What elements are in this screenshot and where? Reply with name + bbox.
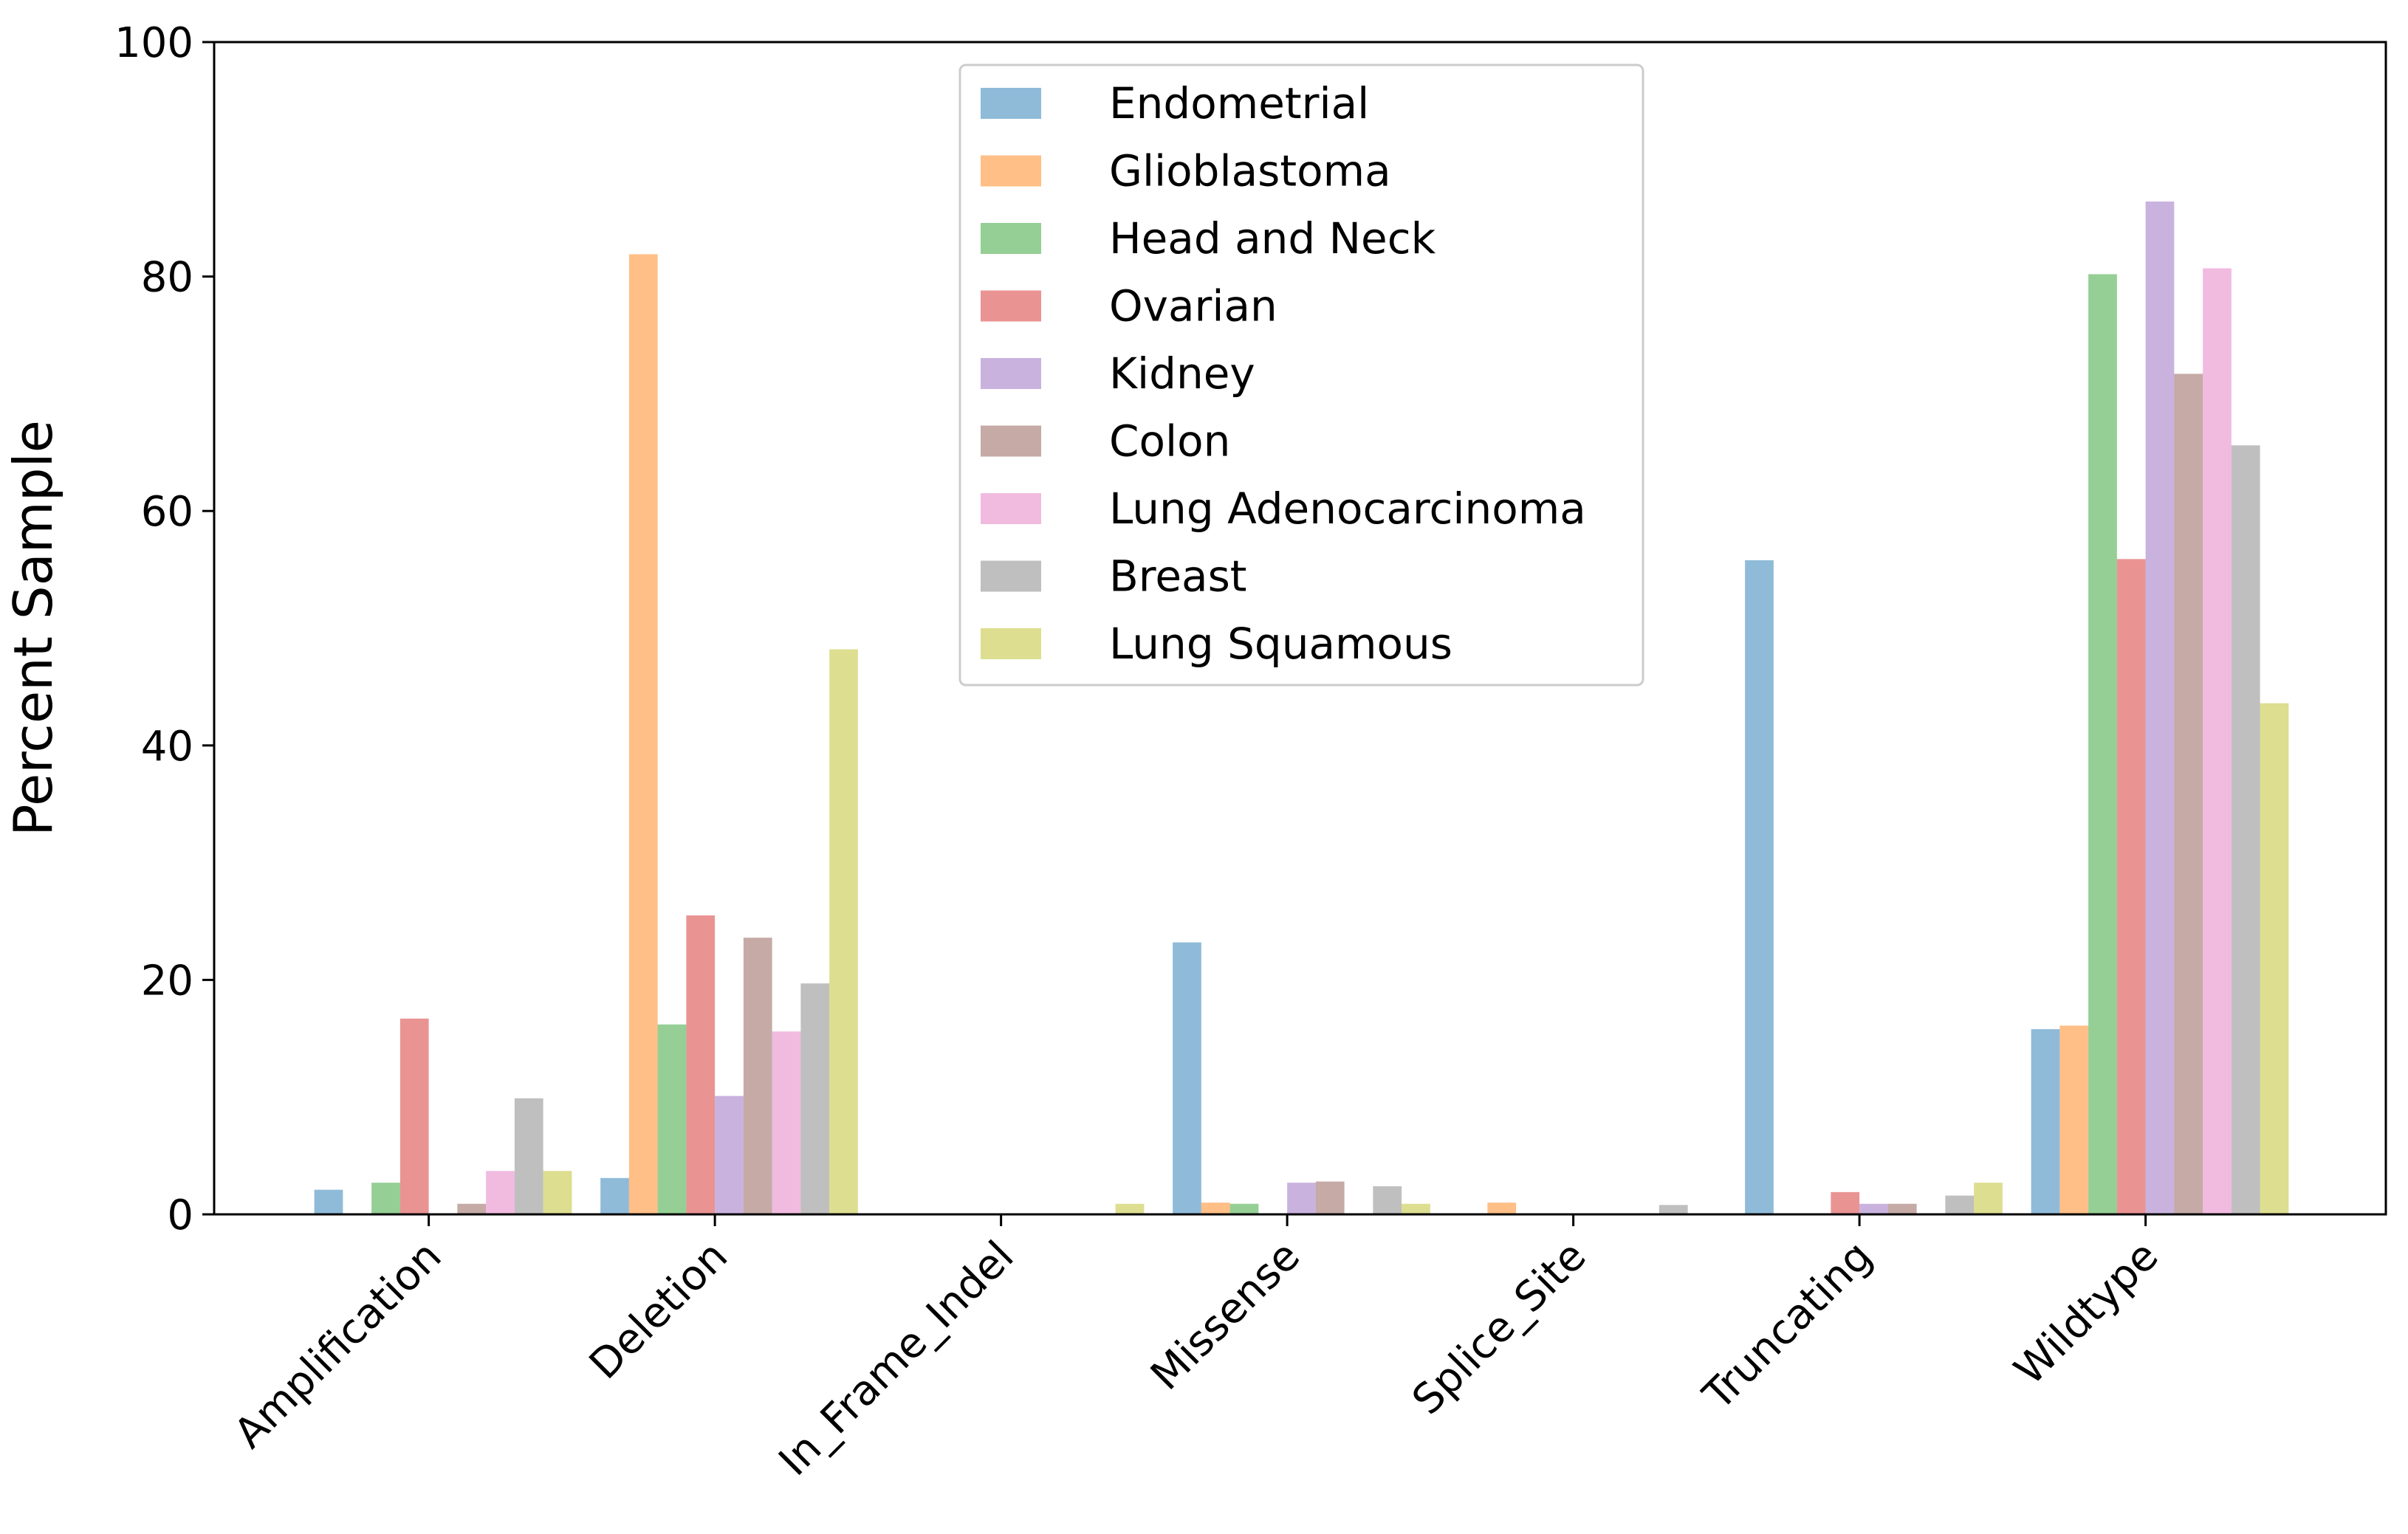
bar bbox=[1859, 1203, 1888, 1214]
x-axis: Amplification Deletion In_Frame_Indel Misse… bbox=[225, 1214, 2168, 1485]
y-tick-label: 40 bbox=[141, 723, 193, 771]
bar bbox=[2174, 374, 2203, 1214]
y-tick-label: 80 bbox=[141, 254, 193, 302]
bar bbox=[1287, 1183, 1316, 1214]
bar bbox=[2088, 274, 2117, 1214]
x-tick-label: Amplification bbox=[225, 1232, 451, 1458]
bar bbox=[1373, 1186, 1402, 1214]
bar bbox=[1229, 1203, 1259, 1214]
legend-swatch bbox=[981, 560, 1041, 592]
legend-label: Kidney bbox=[1109, 348, 1255, 399]
bar bbox=[2260, 703, 2289, 1214]
legend-swatch bbox=[981, 425, 1041, 457]
y-tick-label: 0 bbox=[167, 1191, 193, 1239]
legend-label: Glioblastoma bbox=[1109, 146, 1391, 196]
bar bbox=[486, 1171, 515, 1214]
bar bbox=[715, 1096, 744, 1214]
bar bbox=[1315, 1181, 1345, 1214]
bar bbox=[2231, 445, 2260, 1214]
legend-label: Breast bbox=[1109, 551, 1247, 602]
x-tick-label: Wildtype bbox=[2006, 1232, 2168, 1394]
legend-label: Colon bbox=[1109, 416, 1230, 467]
bar bbox=[1115, 1203, 1145, 1214]
bar bbox=[772, 1031, 801, 1214]
legend-swatch bbox=[981, 155, 1041, 187]
legend-swatch bbox=[981, 88, 1041, 119]
bar bbox=[1887, 1203, 1917, 1214]
x-tick-label: In_Frame_Indel bbox=[770, 1232, 1023, 1485]
bar bbox=[829, 649, 858, 1214]
bar bbox=[600, 1177, 629, 1214]
legend-label: Lung Squamous bbox=[1109, 619, 1452, 669]
bar bbox=[457, 1203, 487, 1214]
bar bbox=[2059, 1025, 2089, 1214]
y-tick-label: 20 bbox=[141, 957, 193, 1005]
bar bbox=[2116, 559, 2146, 1214]
bar bbox=[1201, 1203, 1230, 1214]
bar bbox=[1974, 1183, 2003, 1214]
bar bbox=[1745, 560, 1774, 1214]
legend-label: Ovarian bbox=[1109, 281, 1277, 331]
legend-swatch bbox=[981, 358, 1041, 389]
x-tick-label: Deletion bbox=[580, 1232, 737, 1389]
x-tick-label: Splice_Site bbox=[1403, 1232, 1595, 1424]
legend: Endometrial Glioblastoma Head and Neck Ovar… bbox=[958, 63, 1644, 687]
bar bbox=[686, 915, 716, 1214]
legend-swatch bbox=[981, 223, 1041, 254]
bar bbox=[314, 1189, 343, 1214]
bar bbox=[743, 938, 772, 1214]
bar bbox=[2145, 201, 2175, 1214]
bar bbox=[1658, 1205, 1688, 1214]
bar bbox=[1402, 1203, 1430, 1214]
bar bbox=[800, 983, 830, 1214]
bar bbox=[2203, 268, 2232, 1214]
y-tick-label: 100 bbox=[114, 19, 193, 67]
bar-group bbox=[314, 201, 2289, 1215]
x-tick-label: Truncating bbox=[1694, 1232, 1882, 1420]
legend-label: Head and Neck bbox=[1109, 213, 1436, 264]
legend-swatch bbox=[981, 493, 1041, 524]
bar bbox=[514, 1098, 543, 1214]
bar bbox=[2031, 1029, 2060, 1214]
bar bbox=[1945, 1195, 1975, 1214]
y-tick-label: 60 bbox=[141, 488, 193, 536]
y-axis-label: Percent Sample bbox=[2, 420, 64, 836]
legend-label: Endometrial bbox=[1109, 78, 1369, 128]
plot-frame bbox=[213, 41, 2387, 1216]
bar bbox=[371, 1183, 400, 1214]
legend-swatch bbox=[981, 290, 1041, 322]
bar bbox=[399, 1018, 429, 1214]
legend-swatch bbox=[981, 628, 1041, 659]
bar bbox=[1173, 942, 1201, 1214]
x-tick-label: Missense bbox=[1142, 1232, 1309, 1400]
bar bbox=[543, 1171, 572, 1214]
legend-label: Lung Adenocarcinoma bbox=[1109, 484, 1586, 534]
y-axis: 0 20 40 60 80 100 bbox=[114, 19, 214, 1239]
bar bbox=[657, 1024, 687, 1214]
legend-frame bbox=[958, 63, 1644, 687]
bar bbox=[628, 254, 658, 1215]
bar bbox=[1487, 1203, 1517, 1214]
bar bbox=[1831, 1191, 1860, 1214]
